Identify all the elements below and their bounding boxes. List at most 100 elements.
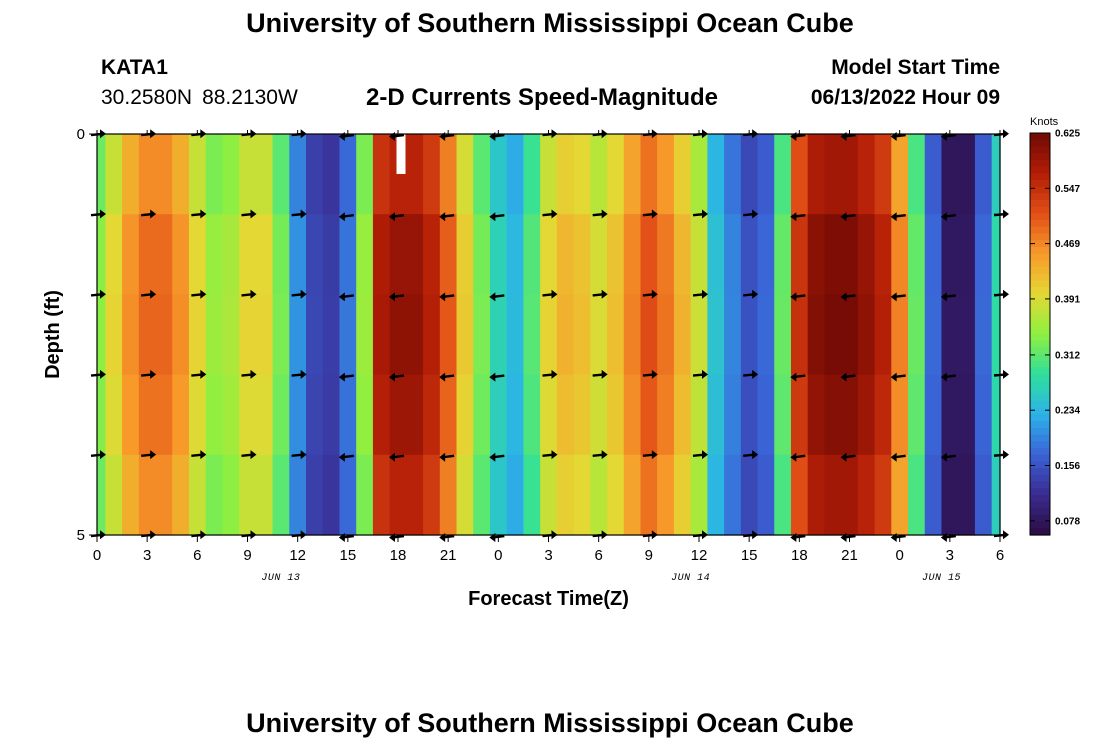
colorbar-segment: [1030, 461, 1050, 469]
x-tick-label: 0: [93, 547, 101, 564]
current-arrow-head: [200, 369, 207, 379]
heatmap-cell: [188, 374, 207, 456]
current-arrow-head: [890, 292, 897, 302]
colorbar-segment: [1030, 494, 1050, 503]
heatmap-cell: [841, 294, 859, 376]
heatmap-cell: [841, 454, 859, 536]
heatmap-cell: [339, 454, 357, 536]
current-arrow-head: [940, 372, 947, 382]
heatmap-cell: [774, 214, 792, 295]
heatmap-cell: [673, 134, 692, 215]
current-arrow-head: [790, 212, 797, 222]
heatmap-cell: [740, 374, 759, 456]
heatmap-cell: [774, 374, 792, 456]
colorbar-segment: [1030, 186, 1050, 194]
heatmap-cell: [423, 214, 441, 295]
current-arrow-head: [840, 212, 847, 222]
current-arrow-head: [940, 533, 947, 542]
colorbar-tick-label: 0.156: [1055, 461, 1080, 472]
colorbar-segment: [1030, 146, 1050, 154]
heatmap-cell: [389, 294, 407, 376]
current-arrow-head: [300, 209, 307, 219]
current-arrow-head: [439, 372, 446, 382]
current-arrow-head: [489, 372, 496, 382]
heatmap-cell: [473, 454, 491, 536]
heatmap-cell: [590, 134, 608, 215]
heatmap-cell: [573, 134, 591, 215]
current-arrow-head: [940, 452, 947, 462]
current-arrow-head: [389, 132, 395, 141]
current-arrow-head: [439, 533, 446, 542]
heatmap-cell: [239, 214, 257, 295]
heatmap-cell: [272, 134, 290, 215]
colorbar-segment: [1030, 300, 1050, 308]
heatmap-cell: [155, 294, 173, 376]
x-date-label: JUN 14: [671, 573, 710, 584]
current-arrow-head: [200, 530, 207, 540]
current-arrow-head: [100, 129, 106, 139]
heatmap-cell: [724, 374, 742, 456]
heatmap-cell: [657, 214, 675, 295]
heatmap-cell: [807, 214, 826, 295]
heatmap-cell: [239, 374, 257, 456]
colorbar-segment: [1030, 394, 1050, 402]
heatmap-cell: [857, 134, 876, 215]
heatmap-cell: [239, 454, 257, 536]
colorbar-tick-label: 0.469: [1055, 239, 1080, 250]
heatmap-cell: [924, 454, 943, 536]
current-arrow-head: [100, 530, 106, 540]
current-arrow-head: [250, 369, 257, 379]
heatmap-cell: [590, 374, 608, 456]
heatmap-cell: [222, 134, 240, 215]
heatmap-cell: [439, 454, 458, 536]
current-arrow-head: [100, 209, 106, 219]
x-axis: 0 3 6 9 12 15 18 21 0 3 6 9 12 15 18 21 0 3 6 JUN 13 JUN 14 J…: [93, 130, 1004, 610]
heatmap-cell: [790, 374, 809, 456]
heatmap-cell: [841, 374, 859, 456]
chart-subtitle: 2-D Currents Speed-Magnitude: [366, 84, 719, 111]
x-tick-label: 18: [390, 547, 407, 564]
heatmap-cell: [657, 454, 675, 536]
heatmap-cell: [673, 214, 692, 295]
current-arrow-head: [651, 289, 658, 299]
current-arrow-head: [840, 292, 847, 302]
heatmap-cell: [172, 374, 190, 456]
heatmap-cell: [523, 374, 541, 456]
heatmap-cell: [172, 294, 190, 376]
heatmap-cell: [857, 374, 876, 456]
heatmap-cell: [523, 134, 541, 215]
heatmap-cell: [974, 294, 993, 376]
heatmap-cell: [941, 294, 959, 376]
heatmap-cell: [523, 214, 541, 295]
current-arrow-head: [489, 533, 496, 542]
heatmap-cell: [372, 214, 391, 295]
current-arrow-head: [250, 450, 257, 460]
current-arrow-head: [601, 209, 608, 219]
current-arrow-head: [752, 369, 759, 379]
heatmap-cell: [372, 134, 391, 215]
current-arrow-head: [489, 292, 496, 302]
current-arrow-head: [702, 209, 708, 219]
heatmap-cell: [356, 294, 374, 376]
current-arrow-head: [389, 533, 395, 542]
current-arrow-head: [790, 292, 797, 302]
colorbar-segment: [1030, 441, 1050, 449]
current-arrow-head: [752, 450, 759, 460]
heatmap-cell: [97, 294, 106, 376]
heatmap-cell: [908, 374, 926, 456]
current-arrow-head: [551, 450, 558, 460]
colorbar-segment: [1030, 414, 1050, 422]
heatmap-cell: [205, 454, 224, 536]
colorbar-segment: [1030, 474, 1050, 482]
heatmap-cell: [122, 454, 140, 536]
heatmap-cell: [138, 374, 157, 456]
current-arrow-head: [389, 212, 395, 222]
colorbar-segment: [1030, 260, 1050, 268]
x-tick-label: 0: [895, 547, 903, 564]
heatmap-cell: [306, 454, 324, 536]
heatmap-cell: [172, 214, 190, 295]
colorbar-segment: [1030, 528, 1050, 536]
footer-title: University of Southern Mississippi Ocean…: [246, 708, 854, 738]
colorbar-tick-label: 0.234: [1055, 406, 1080, 417]
